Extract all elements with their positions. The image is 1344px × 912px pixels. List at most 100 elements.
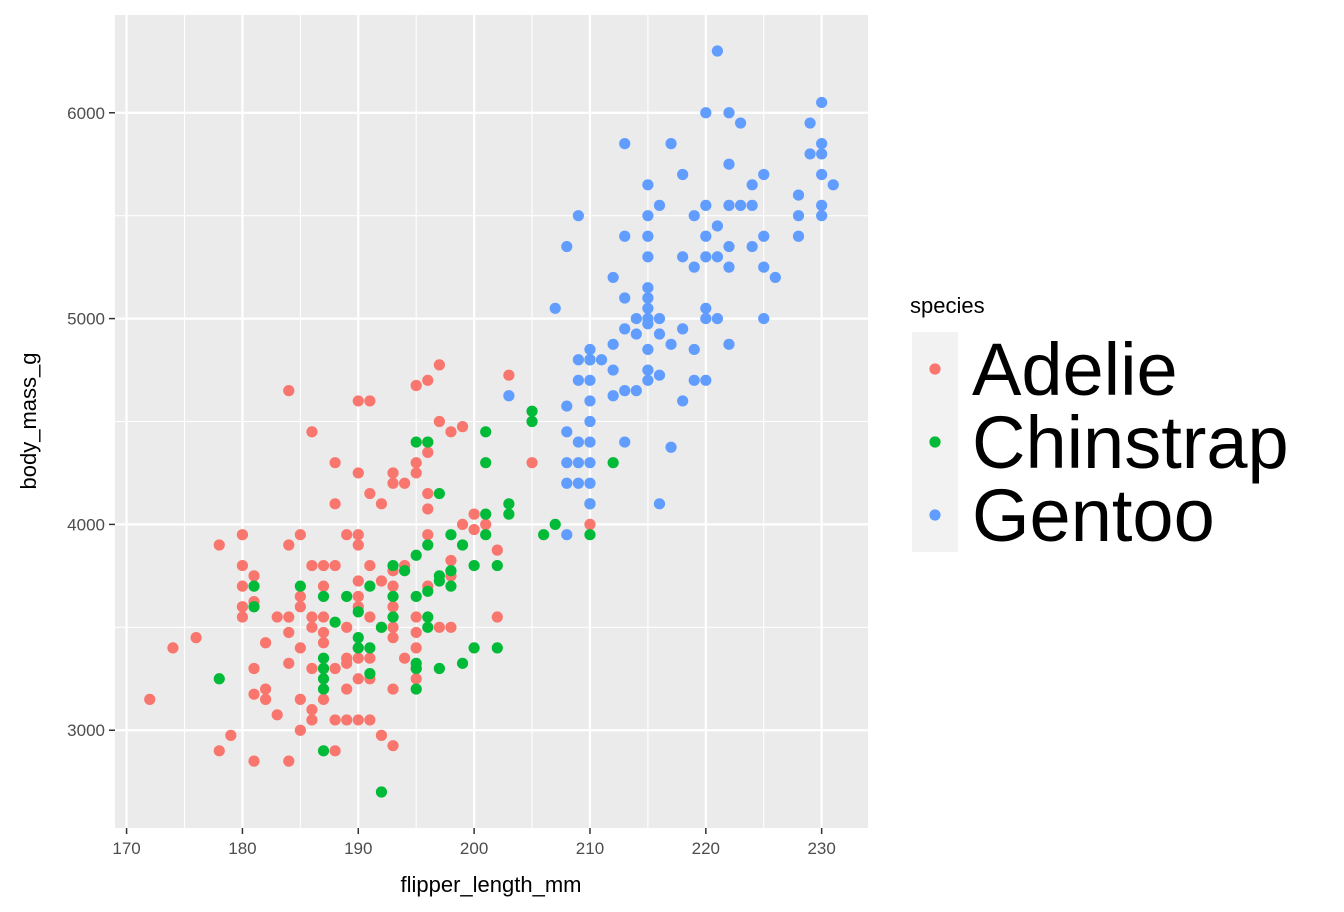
data-point: [445, 529, 457, 541]
data-point: [410, 457, 422, 469]
data-point: [653, 369, 666, 381]
data-point: [364, 580, 376, 592]
data-point: [688, 210, 700, 222]
data-point: [422, 539, 434, 551]
data-point: [642, 251, 654, 263]
data-point: [329, 498, 341, 510]
legend-label-chinstrap: Chinstrap: [972, 401, 1289, 484]
data-point: [387, 632, 399, 644]
data-point: [317, 590, 330, 603]
data-point: [480, 457, 492, 469]
data-point: [549, 518, 561, 531]
data-point: [260, 683, 272, 695]
data-point: [584, 477, 596, 489]
data-point: [816, 168, 828, 181]
data-point: [584, 498, 596, 510]
data-point: [723, 338, 735, 350]
data-point: [816, 148, 828, 160]
data-point: [410, 436, 422, 448]
data-point: [653, 328, 666, 340]
data-point: [294, 693, 306, 705]
data-point: [352, 632, 364, 644]
data-point: [700, 302, 712, 314]
data-point: [468, 523, 480, 536]
data-point: [642, 292, 654, 304]
data-point: [329, 745, 341, 757]
data-point: [294, 580, 306, 592]
data-point: [480, 518, 492, 531]
data-point: [734, 117, 747, 129]
data-point: [584, 343, 596, 356]
data-point: [144, 693, 156, 705]
data-point: [804, 117, 816, 129]
data-point: [352, 539, 364, 551]
axes: 170 180 190 200 210 220 230 3000 4000 5000 6000: [67, 104, 836, 858]
data-point: [283, 385, 295, 397]
data-point: [433, 487, 445, 500]
data-point: [387, 601, 399, 613]
data-point: [433, 575, 445, 587]
data-point: [352, 575, 364, 587]
data-point: [503, 498, 515, 510]
legend-key-adelie: [929, 363, 941, 375]
data-point: [422, 374, 434, 386]
data-point: [584, 518, 596, 531]
data-point: [364, 559, 376, 572]
data-point: [468, 642, 480, 654]
data-point: [329, 616, 341, 628]
data-point: [746, 179, 758, 191]
y-tick-label: 6000: [67, 104, 105, 123]
data-point: [271, 611, 283, 623]
data-point: [711, 251, 724, 263]
data-point: [630, 328, 642, 340]
y-tick-label: 4000: [67, 515, 105, 534]
data-point: [561, 457, 573, 469]
data-point: [433, 662, 445, 675]
data-point: [723, 240, 735, 253]
data-point: [653, 199, 666, 211]
data-point: [364, 652, 376, 664]
data-point: [688, 374, 700, 386]
data-point: [364, 668, 376, 680]
data-point: [665, 441, 677, 453]
data-point: [723, 158, 735, 170]
data-point: [572, 210, 584, 222]
data-point: [317, 580, 330, 592]
data-point: [445, 621, 457, 633]
data-point: [572, 477, 584, 489]
data-point: [792, 210, 805, 222]
data-point: [619, 385, 631, 397]
x-tick-label: 230: [807, 839, 835, 858]
data-point: [503, 508, 515, 520]
data-point: [433, 359, 445, 371]
data-point: [317, 662, 330, 675]
data-point: [422, 529, 434, 541]
data-point: [364, 642, 376, 654]
data-point: [584, 374, 596, 386]
data-point: [561, 477, 573, 489]
data-point: [816, 96, 828, 109]
data-point: [619, 292, 631, 304]
data-point: [642, 343, 654, 356]
data-point: [804, 148, 816, 160]
data-point: [665, 138, 677, 150]
data-point: [387, 683, 399, 695]
data-point: [665, 338, 677, 350]
data-point: [387, 740, 399, 752]
data-point: [758, 168, 770, 181]
data-point: [364, 395, 376, 407]
data-point: [248, 688, 260, 700]
data-point: [572, 436, 584, 448]
data-point: [619, 436, 631, 448]
x-tick-label: 200: [460, 839, 488, 858]
data-point: [734, 199, 747, 211]
data-point: [561, 529, 573, 541]
legend-key-chinstrap: [929, 436, 941, 448]
data-point: [456, 518, 469, 531]
data-point: [700, 312, 712, 325]
data-point: [399, 565, 411, 577]
data-point: [433, 621, 445, 633]
data-point: [549, 302, 561, 314]
data-point: [317, 611, 330, 623]
